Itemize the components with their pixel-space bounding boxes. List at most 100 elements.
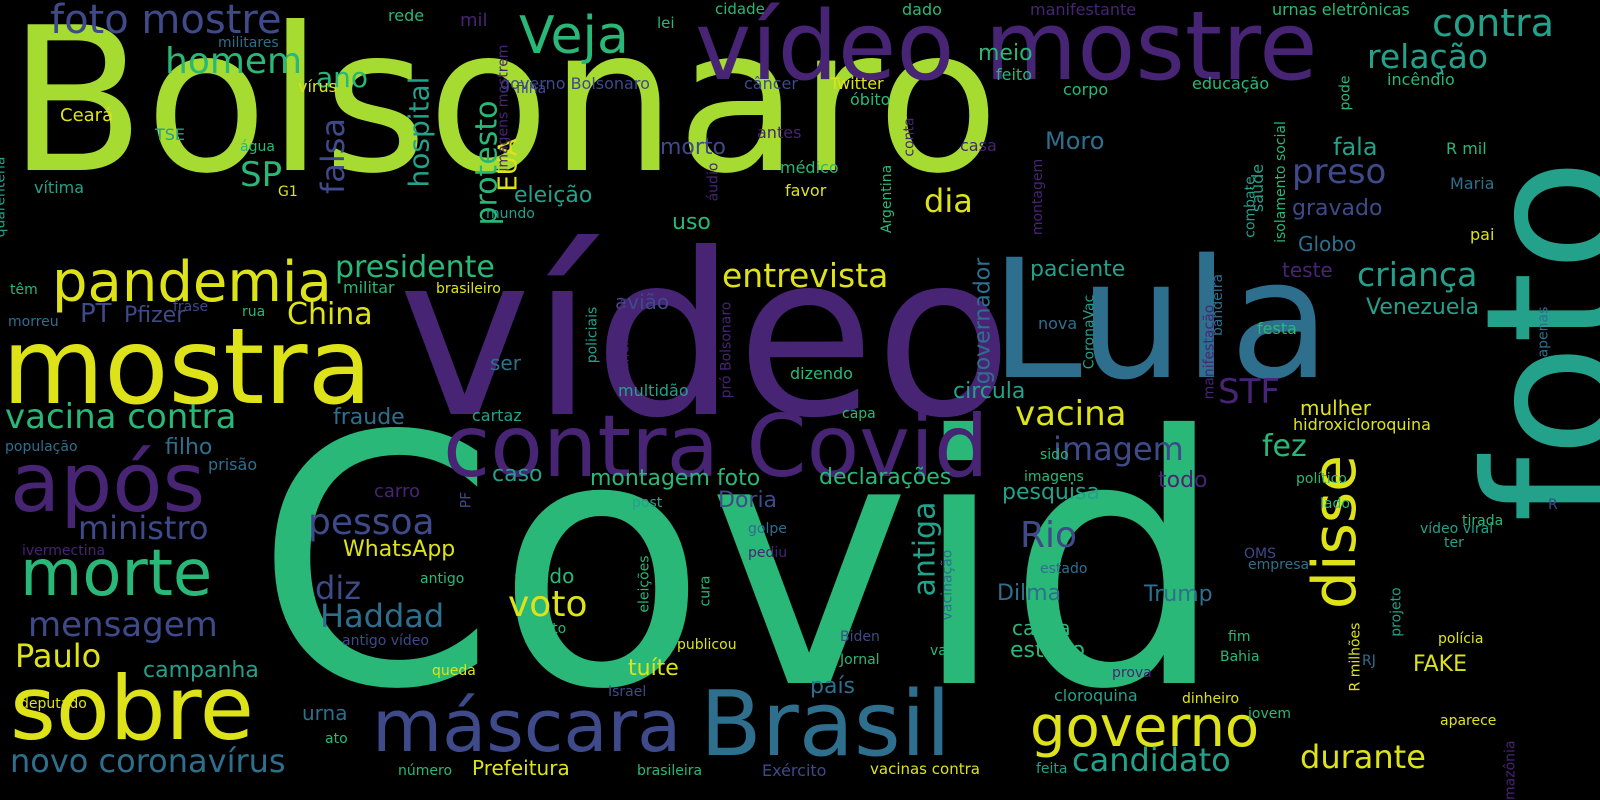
- cloud-word: Brasil: [700, 672, 951, 777]
- cloud-word: empresa: [1248, 557, 1310, 573]
- cloud-word: frase: [173, 299, 209, 315]
- cloud-word: óbito: [850, 90, 891, 109]
- cloud-word: Covid: [255, 364, 1226, 765]
- cloud-word: G1: [278, 184, 298, 200]
- cloud-word: ser: [490, 351, 521, 375]
- cloud-word: causa: [1012, 616, 1071, 640]
- cloud-word: político: [1296, 471, 1347, 487]
- cloud-word: festa: [1257, 319, 1297, 338]
- cloud-word: carro: [374, 481, 421, 502]
- cloud-word: água: [240, 139, 275, 155]
- cloud-word: eleição: [514, 183, 593, 208]
- cloud-word: Dilma: [997, 581, 1062, 606]
- cloud-word: China: [287, 297, 373, 332]
- cloud-word: apenas: [1535, 306, 1552, 358]
- cloud-word: combate: [1242, 176, 1259, 238]
- cloud-word: RJ: [1362, 653, 1376, 669]
- cloud-word: projeto: [1388, 587, 1405, 637]
- cloud-word: máscara: [372, 684, 682, 768]
- cloud-word: sobre: [10, 657, 254, 760]
- cloud-word: policiais: [584, 306, 601, 364]
- cloud-word: mostra: [2, 306, 372, 428]
- cloud-word: Haddad: [320, 597, 445, 635]
- cloud-word: governo: [1030, 695, 1260, 760]
- cloud-word: caso: [492, 462, 543, 487]
- cloud-word: diz: [315, 569, 361, 607]
- cloud-word: pesquisa: [1002, 480, 1100, 505]
- cloud-word: governo Bolsonaro: [500, 74, 650, 93]
- cloud-word: durante: [1300, 738, 1426, 776]
- cloud-word: foto mostre: [50, 0, 282, 43]
- cloud-word: paciente: [1030, 257, 1126, 282]
- cloud-word: homem: [165, 41, 303, 82]
- cloud-word: morto: [660, 135, 727, 160]
- cloud-word: dinheiro: [1182, 691, 1240, 707]
- cloud-word: Veja: [519, 6, 629, 66]
- cloud-word: todo: [1158, 468, 1208, 493]
- cloud-word: prova: [1112, 665, 1152, 681]
- cloud-word: rua: [242, 304, 266, 320]
- cloud-word: morreu: [8, 314, 59, 330]
- cloud-word: dia: [924, 182, 973, 220]
- cloud-word: Paulo: [15, 637, 102, 675]
- cloud-word: gravado: [1292, 196, 1383, 221]
- cloud-word: mil: [460, 10, 488, 31]
- cloud-word: R milhões: [1347, 622, 1364, 692]
- cloud-word: golpe: [748, 521, 787, 537]
- cloud-word: funcionário: [616, 297, 633, 377]
- cloud-word: montagem: [1030, 158, 1047, 236]
- cloud-word: Pfizer: [124, 303, 186, 328]
- cloud-word: teste: [1282, 258, 1333, 282]
- cloud-word: casa: [960, 136, 997, 155]
- cloud-word: corpo: [1063, 80, 1109, 99]
- cloud-word: militar: [343, 278, 395, 297]
- cloud-word: capa: [842, 406, 876, 422]
- cloud-word: rede: [388, 6, 425, 25]
- cloud-word: favor: [785, 181, 827, 200]
- cloud-word: Israel: [608, 684, 647, 700]
- cloud-word: antiga: [907, 501, 943, 597]
- cloud-word: contra Covid: [443, 397, 989, 497]
- cloud-word: incêndio: [1387, 70, 1455, 89]
- cloud-word: avião: [615, 290, 670, 314]
- cloud-word: lei: [657, 14, 675, 32]
- cloud-word: dizendo: [790, 364, 853, 383]
- cloud-word: manifestante: [1030, 0, 1137, 19]
- cloud-word: Maria: [1450, 174, 1495, 193]
- cloud-word: mundo: [486, 206, 535, 222]
- cloud-word: Rio: [1020, 515, 1078, 556]
- cloud-word: voto: [508, 584, 588, 625]
- cloud-word: TSE: [155, 125, 186, 144]
- cloud-word: imagens: [1024, 469, 1084, 485]
- cloud-word: nova: [1038, 314, 1078, 333]
- cloud-word: pró Bolsonaro: [718, 301, 735, 399]
- cloud-word: multidão: [618, 381, 689, 400]
- cloud-word: brasileiro: [436, 281, 501, 297]
- cloud-word: Twitter: [830, 74, 884, 93]
- cloud-word: dado: [902, 0, 942, 19]
- cloud-word: mensagem: [28, 605, 218, 645]
- cloud-word: população: [5, 439, 78, 455]
- cloud-word: imagem: [1053, 430, 1184, 468]
- cloud-word: pediu: [748, 545, 788, 561]
- cloud-word: Amazônia: [1502, 740, 1519, 800]
- cloud-word: cloroquina: [1054, 686, 1138, 705]
- cloud-word: ministro: [78, 509, 209, 547]
- cloud-word: pessoa: [308, 502, 435, 543]
- cloud-word: candidato: [1072, 741, 1231, 779]
- cloud-word: vídeo: [398, 206, 1013, 468]
- cloud-word: preso: [1292, 152, 1387, 192]
- cloud-word: fim: [1228, 629, 1251, 645]
- cloud-word: texto: [530, 621, 567, 637]
- cloud-word: R mil: [1446, 139, 1487, 158]
- cloud-word: filho: [165, 435, 213, 460]
- cloud-word: ano: [316, 61, 369, 94]
- cloud-word: vacina contra: [5, 397, 237, 437]
- cloud-word: vacinas contra: [870, 760, 980, 778]
- cloud-word: queda: [432, 663, 476, 679]
- cloud-word: R: [1548, 497, 1558, 513]
- cloud-word: prisão: [208, 455, 258, 474]
- cloud-word: lado: [1320, 496, 1350, 512]
- cloud-word: conta: [901, 117, 918, 157]
